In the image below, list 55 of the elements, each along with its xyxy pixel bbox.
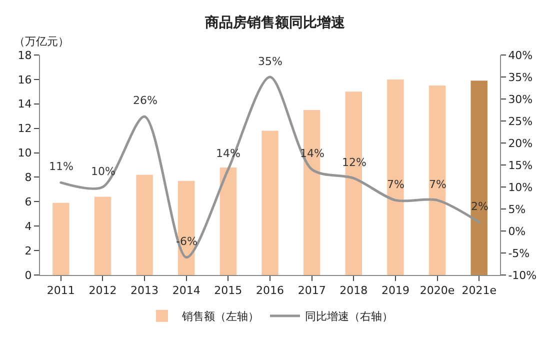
bar bbox=[428, 86, 446, 275]
data-label: 26% bbox=[133, 94, 158, 107]
y2-tick-label: 40% bbox=[508, 48, 533, 62]
bar bbox=[470, 80, 488, 275]
y-tick-label: 12 bbox=[18, 122, 32, 136]
bar bbox=[387, 79, 404, 275]
legend-label: 同比增速（右轴） bbox=[305, 310, 393, 324]
y2-tick-label: 10% bbox=[508, 180, 533, 194]
y2-tick-label: 30% bbox=[508, 92, 533, 106]
bar bbox=[262, 130, 278, 275]
x-tick-label: 2011 bbox=[46, 284, 75, 298]
legend-label: 销售额（左轴） bbox=[181, 310, 259, 324]
y-tick-label: 10 bbox=[18, 146, 32, 160]
y-tick-label: 6 bbox=[24, 196, 32, 209]
x-tick-label: 2019 bbox=[381, 284, 410, 298]
x-tick-label: 2014 bbox=[172, 284, 200, 298]
x-tick-label: 2012 bbox=[88, 284, 117, 298]
data-label: 10% bbox=[91, 165, 116, 178]
y2-tick-label: 20% bbox=[508, 136, 533, 150]
x-tick-label: 2017 bbox=[298, 284, 326, 298]
y-tick-label: 16 bbox=[18, 73, 32, 86]
bar bbox=[52, 202, 70, 275]
y-axis-title: （万亿元） bbox=[14, 35, 69, 48]
data-label: 14% bbox=[300, 147, 324, 160]
y2-tick-label: -10% bbox=[508, 268, 537, 282]
y-tick-label: 2 bbox=[24, 244, 32, 258]
x-tick-label: 2020e bbox=[420, 284, 455, 298]
chart-title: 商品房销售额同比增速 bbox=[204, 14, 346, 31]
data-label: 7% bbox=[429, 178, 446, 191]
y-tick-label: 0 bbox=[24, 268, 32, 282]
data-label: -6% bbox=[176, 235, 198, 248]
x-tick-label: 2021e bbox=[462, 284, 497, 298]
y2-tick-label: -5% bbox=[508, 246, 530, 260]
x-tick-label: 2013 bbox=[130, 284, 159, 298]
x-tick-label: 2018 bbox=[340, 284, 368, 298]
y2-tick-label: 15% bbox=[508, 158, 533, 172]
bar bbox=[136, 174, 153, 275]
y2-tick-label: 5% bbox=[508, 202, 526, 216]
data-label: 12% bbox=[342, 156, 366, 169]
x-tick-label: 2015 bbox=[214, 284, 242, 298]
y-tick-label: 8 bbox=[24, 171, 32, 184]
y2-tick-label: 25% bbox=[508, 114, 533, 128]
x-tick-label: 2016 bbox=[256, 284, 284, 298]
data-label: 14% bbox=[216, 147, 240, 160]
bar bbox=[178, 180, 195, 275]
data-label: 7% bbox=[387, 178, 404, 191]
data-label: 35% bbox=[258, 55, 282, 68]
y2-tick-label: 35% bbox=[508, 70, 533, 84]
y-tick-label: 14 bbox=[18, 98, 32, 111]
y-tick-label: 18 bbox=[18, 48, 32, 62]
y-tick-label: 4 bbox=[24, 220, 32, 233]
data-label: 11% bbox=[49, 160, 74, 173]
bar bbox=[94, 196, 112, 275]
bar bbox=[220, 167, 237, 275]
y2-tick-label: 0% bbox=[508, 224, 526, 238]
